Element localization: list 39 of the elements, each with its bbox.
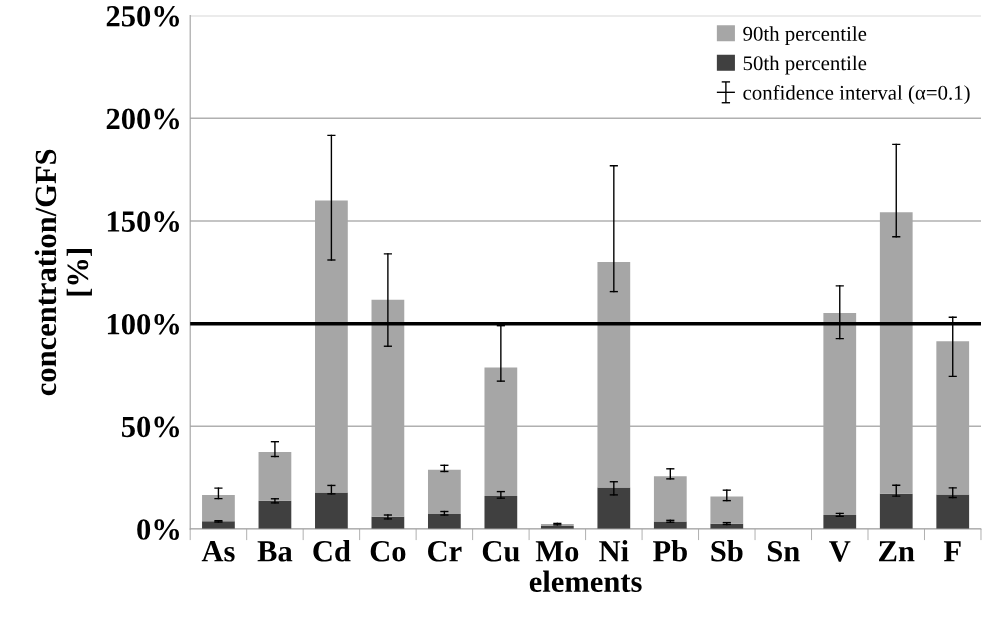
x-tick-label: Cd xyxy=(313,540,351,562)
bar xyxy=(427,469,461,514)
x-tick-label: Cu xyxy=(482,541,520,562)
y-axis-title: concentration/GFS [%] xyxy=(34,149,92,396)
x-tick-label: Sb xyxy=(711,540,743,562)
y-tick-label: 0% xyxy=(137,519,179,540)
bar xyxy=(879,493,913,529)
annotation: confidence interval (α=0.1) xyxy=(743,84,970,105)
x-tick-label: Ba xyxy=(257,541,293,562)
bar xyxy=(597,487,631,529)
bar xyxy=(823,515,857,529)
bar xyxy=(484,495,518,529)
x-tick-label: Sn xyxy=(767,541,800,562)
x-tick-label: V xyxy=(829,541,851,562)
bar xyxy=(258,451,292,501)
x-tick-label: Ni xyxy=(599,540,629,562)
legend-label: 50th percentile xyxy=(743,55,867,75)
y-tick-label: 100% xyxy=(107,313,179,335)
legend-label: 90th percentile xyxy=(743,26,867,46)
x-tick-label: Cr xyxy=(428,541,462,562)
y-tick-label: 200% xyxy=(106,108,179,130)
x-axis-title: elements xyxy=(529,570,642,593)
x-tick-label: Pb xyxy=(653,540,687,562)
bar xyxy=(653,476,687,522)
bar xyxy=(258,500,292,529)
y-tick-label: 50% xyxy=(121,416,179,438)
x-tick-label: F xyxy=(943,541,961,562)
y-tick-label: 250% xyxy=(106,5,179,27)
bar xyxy=(427,513,461,529)
x-tick-label: Zn xyxy=(879,541,915,562)
x-tick-label: Co xyxy=(370,541,406,562)
bar xyxy=(710,496,744,524)
y-tick-label: 150% xyxy=(107,211,179,232)
bar xyxy=(202,494,235,522)
x-tick-label: As xyxy=(201,541,235,562)
bar xyxy=(315,492,348,529)
bar xyxy=(202,521,235,529)
x-tick-label: Mo xyxy=(535,541,579,562)
bar xyxy=(936,494,970,529)
